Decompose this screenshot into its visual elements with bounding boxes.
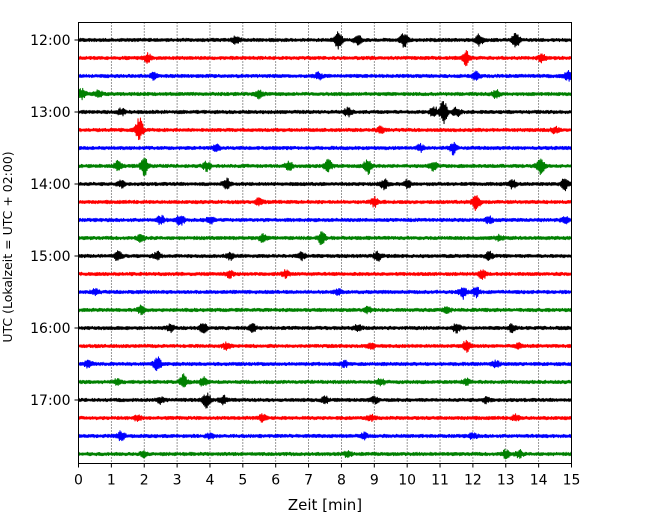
seismic-trace: [77, 31, 573, 50]
seismic-trace: [77, 250, 572, 262]
seismic-trace: [77, 430, 573, 442]
seismic-trace: [77, 87, 573, 101]
x-tick-label: 11: [431, 473, 449, 489]
x-tick-label: 4: [206, 473, 215, 489]
y-tick-label: 15:00: [30, 249, 70, 265]
seismic-trace: [77, 392, 573, 409]
seismic-trace: [78, 195, 573, 212]
seismic-trace: [77, 448, 573, 460]
seismic-trace: [77, 231, 573, 246]
x-tick-label: 2: [140, 473, 149, 489]
y-tick-label: 14:00: [30, 177, 70, 193]
seismic-trace: [77, 141, 573, 156]
seismic-trace: [77, 157, 573, 176]
x-tick-label: 10: [398, 473, 416, 489]
seismic-trace: [78, 177, 573, 192]
y-tick-label: 17:00: [30, 393, 70, 409]
y-axis-label: UTC (Lokalzeit = UTC + 02:00): [0, 151, 15, 342]
seismic-trace: [77, 100, 573, 125]
seismic-trace: [77, 413, 573, 423]
seismic-trace: [77, 50, 573, 67]
x-tick-label: 13: [497, 473, 515, 489]
y-tick-label: 12:00: [30, 33, 70, 49]
x-axis-label: Zeit [min]: [288, 496, 362, 514]
x-tick-label: 8: [337, 473, 346, 489]
seismic-trace: [77, 356, 573, 372]
seismic-trace: [77, 117, 573, 141]
x-tick-label: 1: [107, 473, 116, 489]
seismic-trace: [77, 373, 573, 388]
seismic-trace: [77, 214, 573, 226]
seismic-trace: [77, 323, 573, 334]
x-tick-label: 9: [370, 473, 379, 489]
x-tick-label: 5: [238, 473, 247, 489]
x-tick-label: 7: [304, 473, 313, 489]
x-tick-label: 12: [464, 473, 482, 489]
x-tick-label: 15: [563, 473, 581, 489]
seismic-traces: [77, 31, 573, 460]
y-tick-label: 13:00: [30, 105, 70, 121]
y-axis-ticks: 12:00 13:00 14:00 15:00 16:00 17:00: [30, 33, 79, 409]
seismic-trace: [77, 269, 573, 280]
x-tick-label: 3: [173, 473, 182, 489]
seismic-trace: [77, 339, 573, 353]
plot-frame: [78, 22, 572, 464]
x-tick-label: 14: [530, 473, 548, 489]
y-tick-label: 16:00: [30, 321, 70, 337]
seismic-trace: [77, 70, 573, 82]
x-tick-label: 0: [74, 473, 83, 489]
seismic-trace: [77, 286, 573, 300]
x-axis-ticks: 0 1 2 3 4 5 6 7 8 9 10 11 12 13 14 15: [74, 463, 581, 489]
x-tick-label: 6: [271, 473, 280, 489]
seismic-trace: [78, 304, 573, 316]
